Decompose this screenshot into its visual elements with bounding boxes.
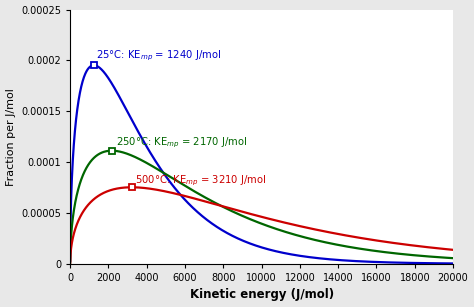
Text: 500°C: KE$_{mp}$ = 3210 J/mol: 500°C: KE$_{mp}$ = 3210 J/mol bbox=[135, 174, 267, 188]
X-axis label: Kinetic energy (J/mol): Kinetic energy (J/mol) bbox=[190, 289, 334, 301]
Text: 250°C: KE$_{mp}$ = 2170 J/mol: 250°C: KE$_{mp}$ = 2170 J/mol bbox=[116, 135, 248, 150]
Text: 25°C: KE$_{mp}$ = 1240 J/mol: 25°C: KE$_{mp}$ = 1240 J/mol bbox=[96, 49, 221, 64]
Y-axis label: Fraction per J/mol: Fraction per J/mol bbox=[6, 88, 16, 186]
